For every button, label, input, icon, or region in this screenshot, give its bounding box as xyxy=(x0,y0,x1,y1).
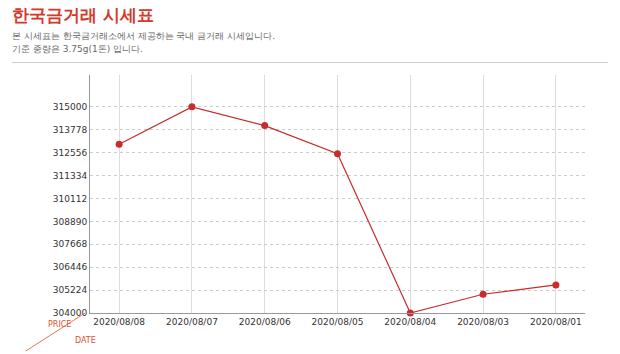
svg-text:PRICE: PRICE xyxy=(48,320,71,329)
html-text:기준 중량은 3.75g(1돈) 입니다.: 기준 중량은 3.75g(1돈) 입니다. xyxy=(12,44,143,54)
svg-text:2020/08/06: 2020/08/06 xyxy=(239,317,291,327)
svg-text:2020/08/07: 2020/08/07 xyxy=(166,317,218,327)
svg-text:2020/08/04: 2020/08/04 xyxy=(384,317,436,327)
svg-text:2020/08/03: 2020/08/03 xyxy=(457,317,509,327)
svg-text:304000: 304000 xyxy=(53,308,88,318)
svg-text:2020/08/01: 2020/08/01 xyxy=(530,317,582,327)
svg-text:308890: 308890 xyxy=(53,217,88,227)
svg-text:2020/08/05: 2020/08/05 xyxy=(312,317,364,327)
svg-text:307668: 307668 xyxy=(53,239,88,249)
svg-text:310112: 310112 xyxy=(53,194,87,204)
html-text:본 시세표는 한국금거래소에서 제공하는 국내 금거래 시세: 본 시세표는 한국금거래소에서 제공하는 국내 금거래 시세입니다. xyxy=(12,31,275,41)
svg-text:312556: 312556 xyxy=(53,148,88,158)
svg-text:315000: 315000 xyxy=(53,102,88,112)
svg-text:306446: 306446 xyxy=(53,262,88,272)
svg-text:2020/08/08: 2020/08/08 xyxy=(93,317,145,327)
svg-text:313778: 313778 xyxy=(53,125,88,135)
svg-text:305224: 305224 xyxy=(53,285,88,295)
svg-text:311334: 311334 xyxy=(53,171,88,181)
svg-text:DATE: DATE xyxy=(75,336,96,345)
html-text:한국금거래 시세표: 한국금거래 시세표 xyxy=(12,5,154,25)
